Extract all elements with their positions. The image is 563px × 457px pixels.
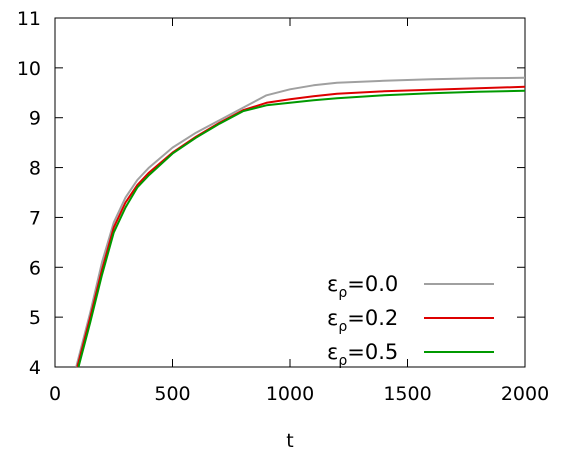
y-tick-label: 7 [29,207,41,229]
x-tick-label: 0 [49,383,61,405]
y-tick-label: 8 [29,158,41,180]
x-tick-label: 500 [154,383,190,405]
y-tick-label: 5 [29,307,41,329]
legend: ερ=0.0 ερ=0.2 ερ=0.5 [327,272,494,369]
y-tick-label: 11 [17,8,41,30]
x-axis-title: t [286,430,293,452]
plot-frame [54,17,526,368]
series-lines [75,76,526,368]
series-line-2 [77,89,526,368]
x-tick-label: 1500 [383,383,431,405]
y-tick-label: 4 [29,357,41,379]
y-tick-label: 10 [17,58,41,80]
y-tick-label: 9 [29,108,41,130]
legend-label-1: ερ=0.2 [327,306,398,335]
series-line-1 [76,85,526,368]
y-tick-label: 6 [29,257,41,279]
x-tick-label: 2000 [501,383,549,405]
axis-ticks: 0 500 1000 1500 2000 4 5 6 7 8 9 10 11 [17,8,549,405]
x-tick-label: 1000 [266,383,314,405]
legend-label-0: ερ=0.0 [327,272,398,301]
series-line-0 [75,76,526,368]
legend-label-2: ερ=0.5 [327,340,398,369]
